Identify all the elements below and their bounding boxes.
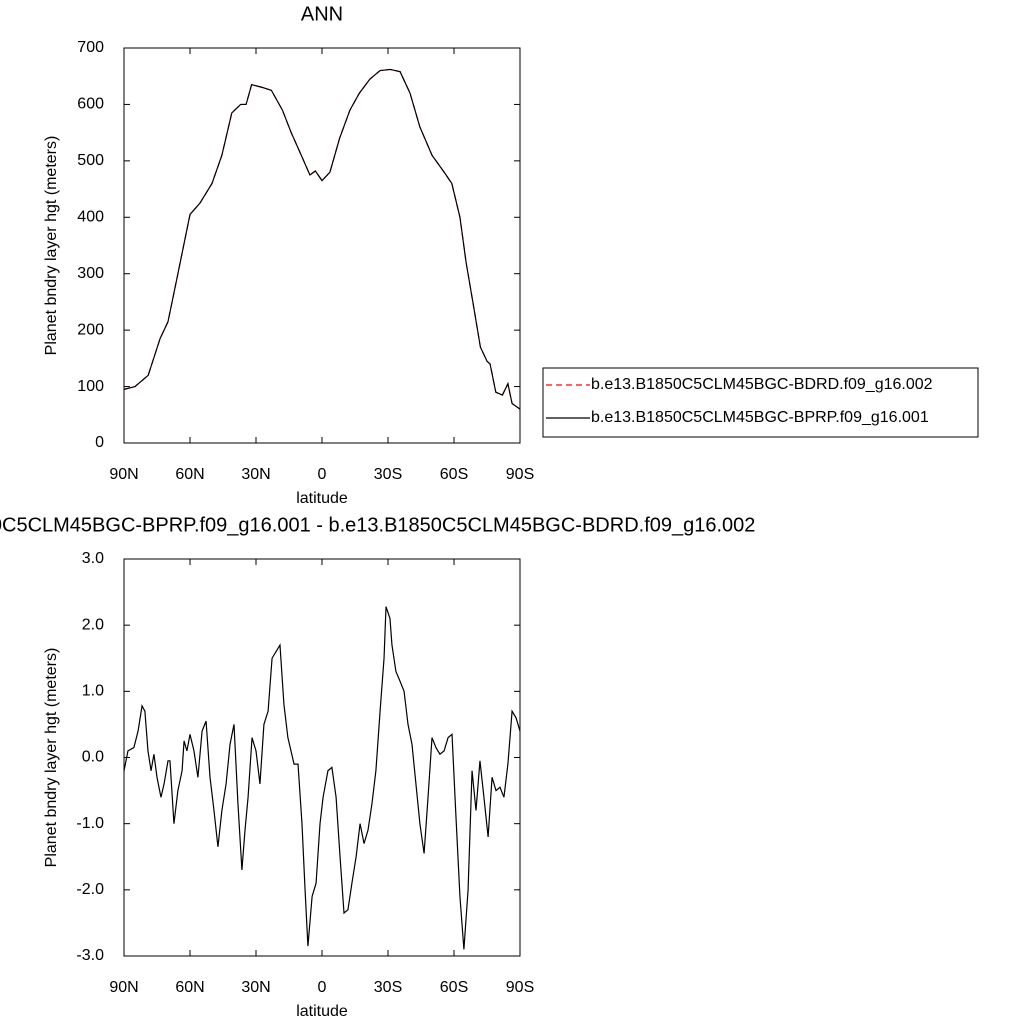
legend-label: b.e13.B1850C5CLM45BGC-BPRP.f09_g16.001 (591, 409, 929, 426)
y-tick-label: 500 (77, 152, 104, 169)
x-tick-label: 60S (440, 979, 468, 996)
x-tick-label: 0 (318, 979, 327, 996)
x-tick-label: 60N (175, 466, 204, 483)
x-tick-label: 30N (241, 979, 270, 996)
legend-label: b.e13.B1850C5CLM45BGC-BDRD.f09_g16.002 (591, 376, 933, 393)
y-tick-label: 0 (95, 434, 104, 451)
y-tick-label: -1.0 (76, 815, 104, 832)
x-axis-label: latitude (296, 490, 348, 507)
x-tick-label: 30N (241, 466, 270, 483)
x-tick-label: 60N (175, 979, 204, 996)
y-axis-label: Planet bndry layer hgt (meters) (43, 136, 60, 356)
x-axis-label: latitude (296, 1003, 348, 1020)
x-tick-label: 60S (440, 466, 468, 483)
x-tick-label: 30S (374, 979, 402, 996)
y-tick-label: 0.0 (82, 749, 104, 766)
data-line (123, 68, 521, 410)
y-tick-label: 300 (77, 265, 104, 282)
chart-title: ANN (301, 3, 343, 25)
x-tick-label: 30S (374, 466, 402, 483)
x-tick-label: 90S (506, 466, 534, 483)
y-tick-label: 200 (77, 321, 104, 338)
y-tick-label: 600 (77, 96, 104, 113)
y-tick-label: 3.0 (82, 550, 104, 567)
y-tick-label: 700 (77, 39, 104, 56)
y-axis-label: Planet bndry layer hgt (meters) (43, 648, 60, 868)
chart-title: b.e13.B1850C5CLM45BGC-BPRP.f09_g16.001 -… (0, 514, 755, 536)
x-tick-label: 0 (318, 466, 327, 483)
data-line (123, 68, 521, 410)
x-tick-label: 90S (506, 979, 534, 996)
x-tick-label: 90N (109, 466, 138, 483)
y-tick-label: -3.0 (76, 947, 104, 964)
y-tick-label: 100 (77, 378, 104, 395)
y-tick-label: 400 (77, 209, 104, 226)
y-tick-label: -2.0 (76, 881, 104, 898)
x-tick-label: 90N (109, 979, 138, 996)
y-tick-label: 2.0 (82, 616, 104, 633)
data-line (123, 606, 521, 950)
legend-box (542, 367, 979, 438)
y-tick-label: 1.0 (82, 683, 104, 700)
